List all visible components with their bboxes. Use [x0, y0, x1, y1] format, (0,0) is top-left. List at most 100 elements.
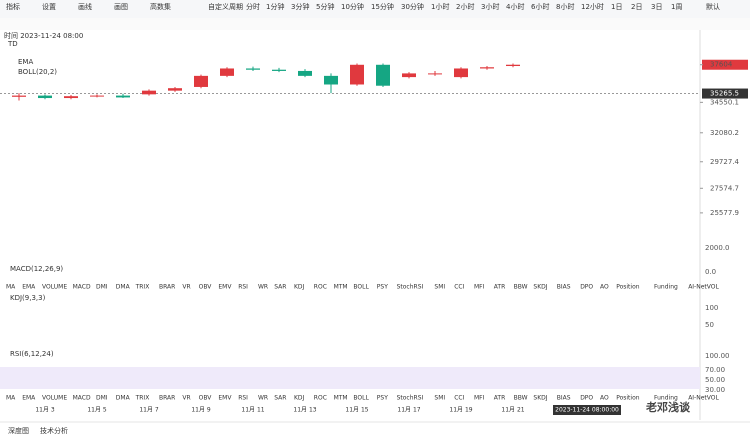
indicator-tab[interactable]: BBW — [514, 395, 528, 402]
indicator-tab[interactable]: MA — [6, 284, 16, 291]
indicator-tab[interactable]: MFI — [474, 395, 485, 402]
tool[interactable]: 画线 — [78, 2, 92, 11]
period[interactable]: 2小时 — [456, 2, 474, 11]
indicator-tab[interactable]: WR — [258, 395, 268, 402]
period[interactable]: 10分钟 — [341, 2, 364, 11]
indicator-tab[interactable]: ATR — [494, 395, 505, 402]
indicator-tab[interactable]: EMA — [22, 395, 36, 402]
indicator-tab[interactable]: SKDJ — [533, 284, 547, 291]
period-custom[interactable]: 自定义周期 — [208, 2, 243, 11]
toolbar-bg — [0, 0, 750, 18]
indicator-tab[interactable]: EMA — [22, 284, 36, 291]
tool[interactable]: 高数集 — [150, 2, 171, 11]
indicator-tab[interactable]: BOLL — [353, 395, 369, 402]
indicator-tab[interactable]: MACD — [73, 395, 91, 402]
period[interactable]: 8小时 — [556, 2, 574, 11]
indicator-tab[interactable]: CCI — [454, 284, 464, 291]
indicator-tab[interactable]: AI-NetVOL — [688, 284, 719, 291]
period[interactable]: 1日 — [611, 3, 622, 11]
period[interactable]: 4小时 — [506, 2, 524, 11]
period[interactable]: 2日 — [631, 3, 642, 11]
indicator-tab[interactable]: VOLUME — [42, 395, 67, 402]
indicator-tab[interactable]: SAR — [274, 395, 286, 402]
indicator-tab[interactable]: DPO — [580, 284, 593, 291]
indicator-tab[interactable]: SMI — [434, 284, 445, 291]
indicator-tab[interactable]: BOLL — [353, 284, 369, 291]
panel-tick: 50 — [705, 321, 714, 329]
indicator-tab[interactable]: BIAS — [557, 284, 571, 291]
period[interactable]: 30分钟 — [401, 2, 424, 11]
indicator-tab[interactable]: DMI — [96, 284, 108, 291]
indicator-tab[interactable]: EMV — [218, 395, 232, 402]
indicator-tab[interactable]: BBW — [514, 284, 528, 291]
indicator-tab[interactable]: VR — [182, 395, 190, 402]
tool[interactable]: 设置 — [42, 2, 56, 11]
indicator-tab[interactable]: WR — [258, 284, 268, 291]
indicator-tab[interactable]: DMA — [116, 284, 131, 291]
indicator-tab[interactable]: RSI — [238, 395, 248, 402]
indicator-tab[interactable]: SMI — [434, 395, 445, 402]
indicator-tab[interactable]: BRAR — [159, 284, 175, 291]
period[interactable]: 3分钟 — [291, 2, 309, 11]
period[interactable]: 12小时 — [581, 2, 604, 11]
indicator-tab[interactable]: ROC — [314, 284, 327, 291]
indicator-tab[interactable]: TRIX — [135, 395, 150, 402]
tool[interactable]: 指标 — [6, 2, 20, 11]
indicator-tab[interactable]: ROC — [314, 395, 327, 402]
indicator-tab[interactable]: SKDJ — [533, 395, 547, 402]
period[interactable]: 6小时 — [531, 2, 549, 11]
indicator-tab[interactable]: DMI — [96, 395, 108, 402]
ind: TD — [7, 40, 18, 48]
indicator-tab[interactable]: EMV — [218, 284, 232, 291]
indicator-tab[interactable]: KDJ — [294, 395, 305, 402]
indicator-tab[interactable]: DPO — [580, 395, 593, 402]
bottom-tab[interactable]: 深度图 — [8, 426, 29, 435]
indicator-tab[interactable]: CCI — [454, 395, 464, 402]
indicator-tab[interactable]: MTM — [334, 284, 348, 291]
indicator-tab[interactable]: MACD — [73, 284, 91, 291]
indicator-tab[interactable]: PSY — [377, 395, 388, 402]
indicator-tab[interactable]: MFI — [474, 284, 485, 291]
y-tick-label: 29727.4 — [710, 158, 739, 166]
x-tick-label: 11月 21 — [501, 407, 524, 414]
bottom-tab[interactable]: 技术分析 — [40, 426, 68, 435]
period[interactable]: 3日 — [651, 3, 662, 11]
indicator-tab[interactable]: Funding — [654, 395, 678, 402]
period[interactable]: 1分钟 — [266, 2, 284, 11]
period[interactable]: 15分钟 — [371, 2, 394, 11]
period[interactable]: 3小时 — [481, 2, 499, 11]
candle-body — [194, 75, 208, 87]
indicator-tab[interactable]: Position — [616, 284, 640, 291]
indicator-tab[interactable]: StochRSI — [397, 395, 424, 402]
indicator-tab[interactable]: RSI — [238, 284, 248, 291]
layout-select[interactable]: 默认 — [706, 2, 720, 11]
indicator-tab[interactable]: StochRSI — [397, 284, 424, 291]
candle-body — [402, 73, 416, 78]
period[interactable]: 分时 — [246, 2, 260, 11]
indicator-tab[interactable]: BIAS — [557, 395, 571, 402]
indicator-tab[interactable]: OBV — [199, 395, 213, 402]
indicator-tab[interactable]: Position — [616, 395, 640, 402]
indicator-tab[interactable]: SAR — [274, 284, 286, 291]
indicator-tab[interactable]: MTM — [334, 395, 348, 402]
period[interactable]: 1小时 — [431, 2, 449, 11]
indicator-tab[interactable]: AI-NetVOL — [688, 395, 719, 402]
indicator-tab[interactable]: BRAR — [159, 395, 175, 402]
period[interactable]: 1周 — [671, 3, 682, 11]
indicator-tab[interactable]: TRIX — [135, 284, 150, 291]
indicator-tab[interactable]: PSY — [377, 284, 388, 291]
indicator-tab[interactable]: ATR — [494, 284, 505, 291]
indicator-tab[interactable]: MA — [6, 395, 16, 402]
candle-body — [246, 68, 260, 70]
indicator-tab[interactable]: Funding — [654, 284, 678, 291]
indicator-tab[interactable]: KDJ — [294, 284, 305, 291]
indicator-tab[interactable]: DMA — [116, 395, 131, 402]
indicator-tab[interactable]: VOLUME — [42, 284, 67, 291]
tool[interactable]: 画图 — [114, 3, 128, 11]
period[interactable]: 5分钟 — [316, 2, 334, 11]
indicator-tab[interactable]: AO — [600, 284, 609, 291]
indicator-tab[interactable]: AO — [600, 395, 609, 402]
indicator-tab[interactable]: VR — [182, 284, 190, 291]
indicator-tab[interactable]: OBV — [199, 284, 213, 291]
